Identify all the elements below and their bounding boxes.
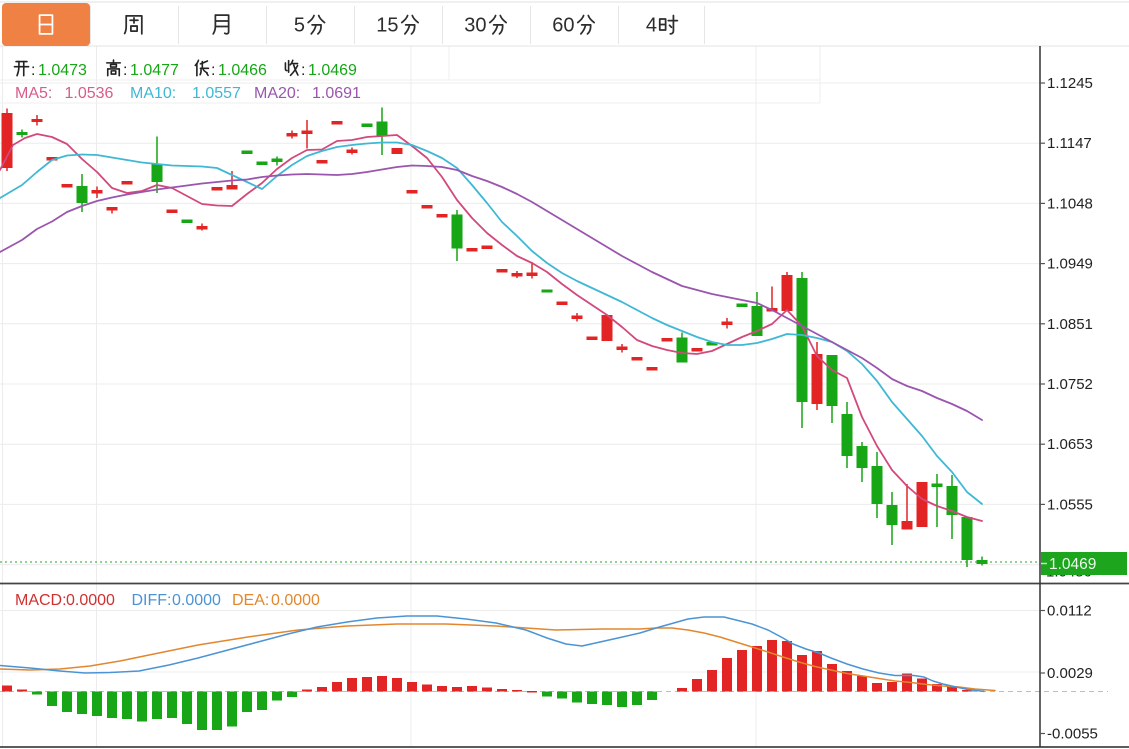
svg-text:1.1147: 1.1147 — [1047, 135, 1092, 152]
svg-text:MACD:: MACD: — [15, 592, 67, 609]
svg-text:MA20:: MA20: — [254, 85, 300, 102]
svg-text:0.0000: 0.0000 — [271, 592, 320, 609]
svg-text:1.0466: 1.0466 — [218, 62, 267, 79]
svg-text:0.0000: 0.0000 — [172, 592, 221, 609]
svg-text:1.0752: 1.0752 — [1047, 376, 1093, 393]
svg-text:1.1245: 1.1245 — [1047, 75, 1093, 92]
svg-text:0.0029: 0.0029 — [1047, 665, 1093, 682]
svg-text::: : — [301, 62, 305, 79]
svg-text:5: 5 — [294, 15, 305, 37]
svg-text:1.0557: 1.0557 — [192, 85, 241, 102]
svg-text:DIFF:: DIFF: — [132, 592, 172, 609]
svg-text:0.0112: 0.0112 — [1047, 603, 1092, 620]
svg-text:MA10:: MA10: — [130, 85, 176, 102]
svg-text:0.0000: 0.0000 — [66, 592, 115, 609]
svg-text:1.0691: 1.0691 — [312, 85, 361, 102]
svg-text:1.0469: 1.0469 — [308, 62, 357, 79]
svg-text:15: 15 — [376, 15, 398, 37]
svg-text:DEA:: DEA: — [232, 592, 269, 609]
svg-text:1.0473: 1.0473 — [38, 62, 87, 79]
svg-text:1.0949: 1.0949 — [1047, 256, 1093, 273]
svg-text::: : — [123, 62, 127, 79]
svg-text:1.0851: 1.0851 — [1047, 316, 1093, 333]
svg-text:-0.0055: -0.0055 — [1047, 726, 1098, 743]
svg-text:30: 30 — [464, 15, 486, 37]
svg-text:1.0653: 1.0653 — [1047, 436, 1093, 453]
svg-text:1.0469: 1.0469 — [1049, 556, 1096, 573]
svg-text::: : — [211, 62, 215, 79]
svg-text:MA5:: MA5: — [15, 85, 52, 102]
svg-text::: : — [31, 62, 35, 79]
svg-text:1.0555: 1.0555 — [1047, 496, 1093, 513]
svg-text:4: 4 — [646, 15, 657, 37]
svg-text:1.0477: 1.0477 — [130, 62, 179, 79]
svg-text:1.1048: 1.1048 — [1047, 195, 1093, 212]
svg-text:1.0536: 1.0536 — [65, 85, 114, 102]
svg-text:60: 60 — [552, 15, 574, 37]
